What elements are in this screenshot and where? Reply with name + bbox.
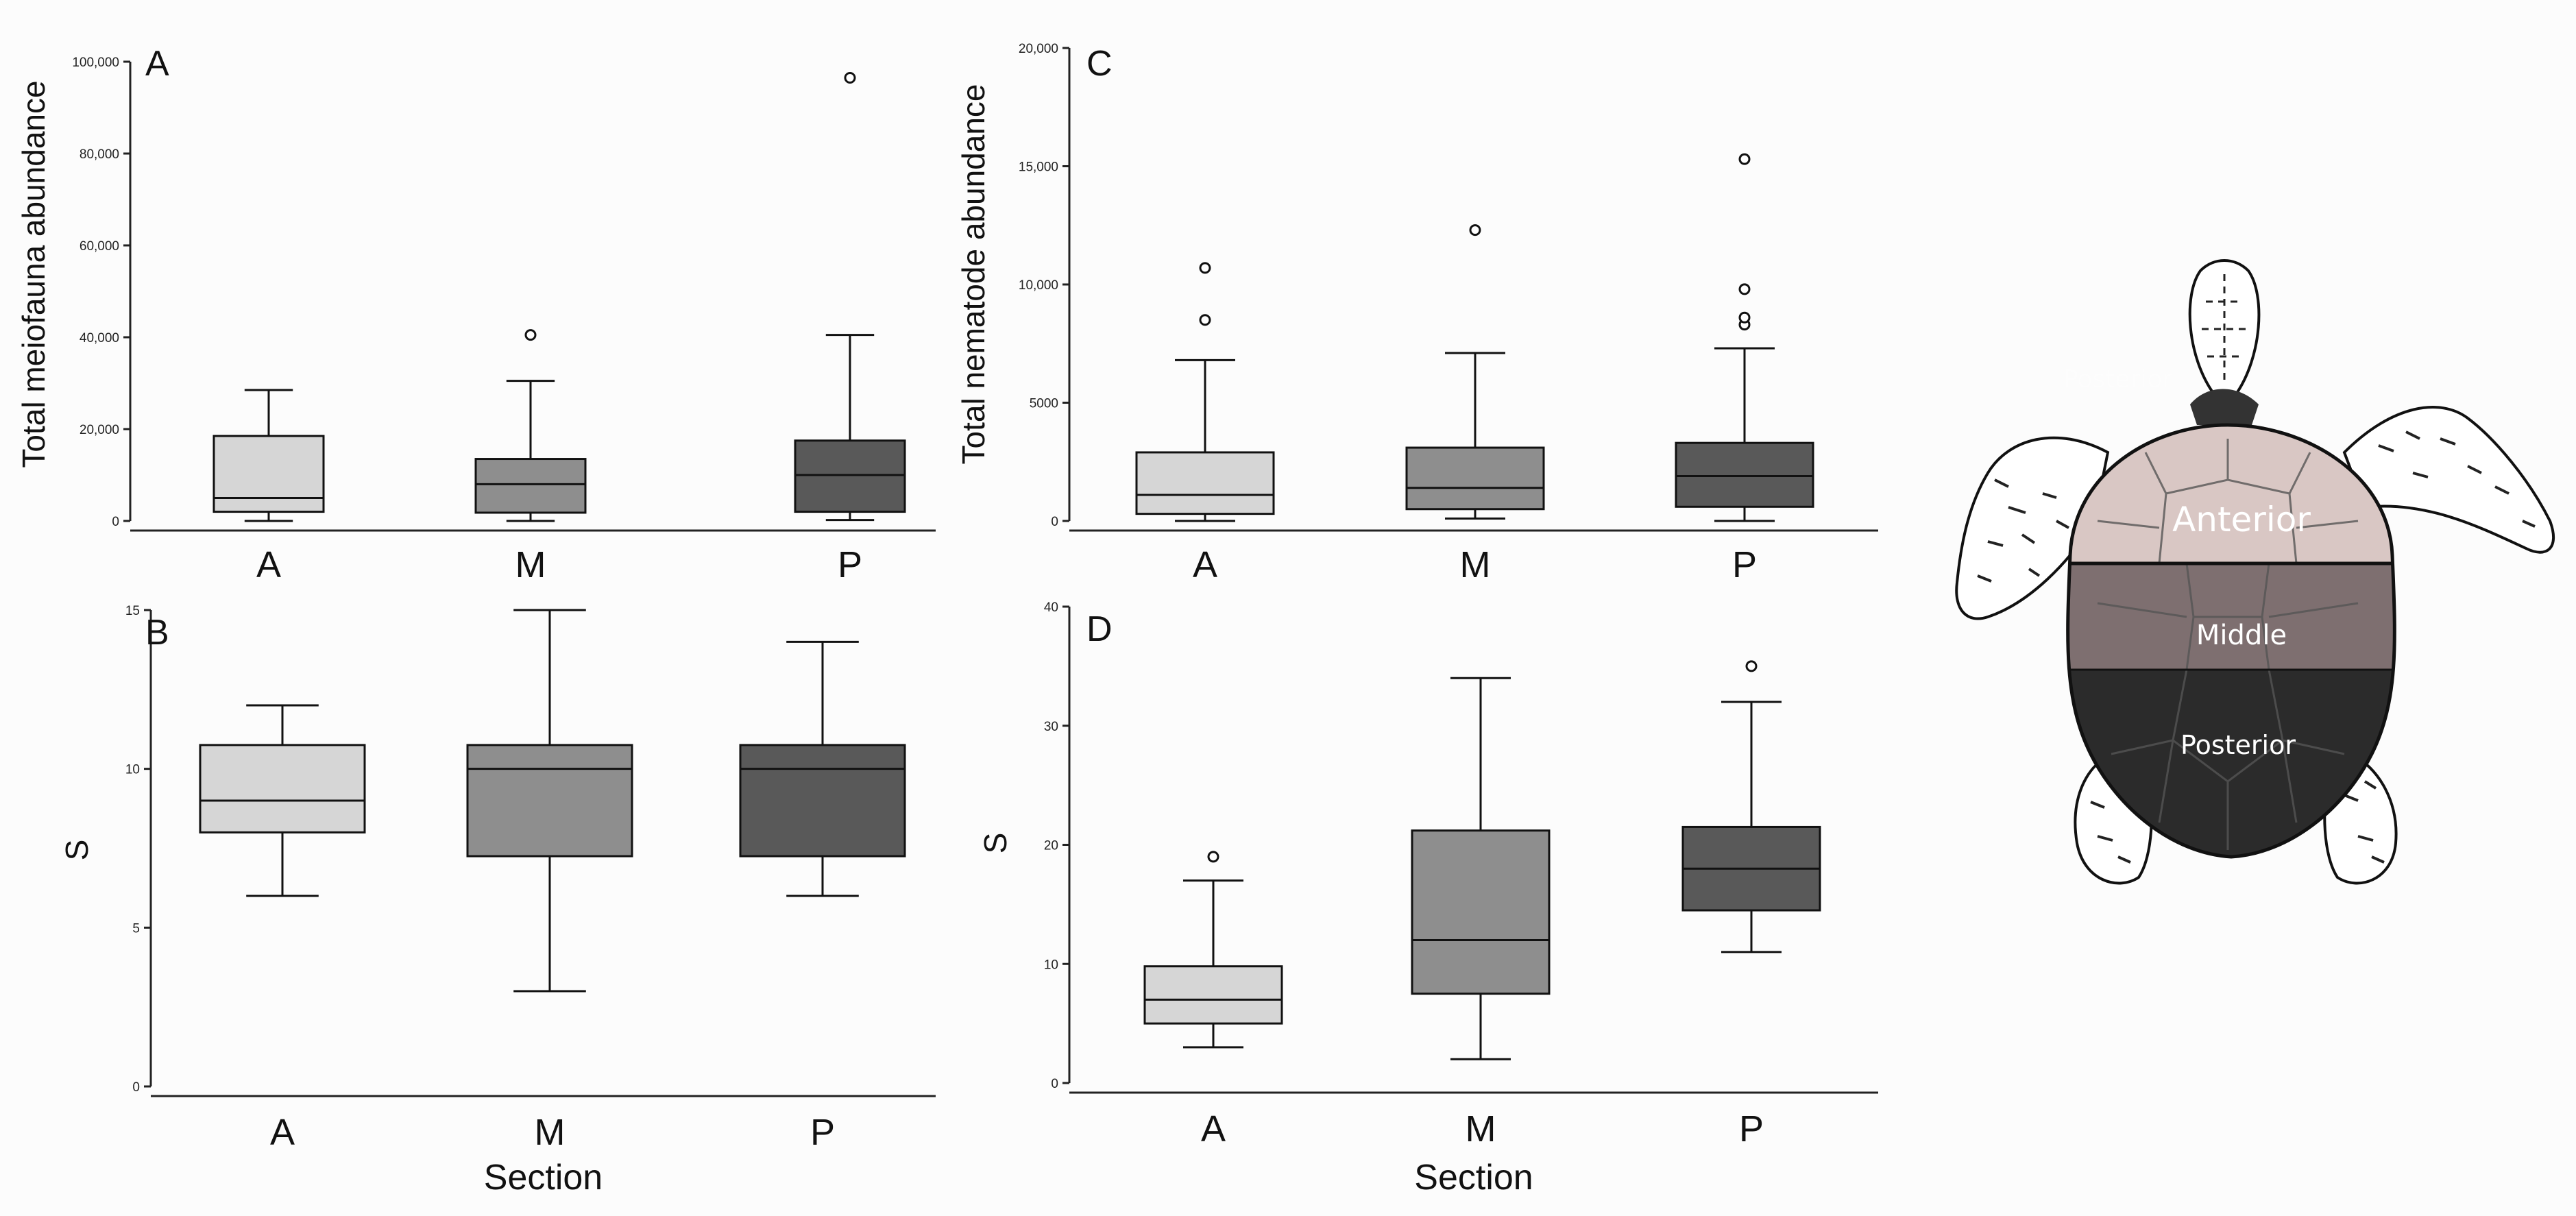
y-tick-label: 0 — [1051, 1077, 1058, 1091]
panel-d: 0 10 20 30 40 D S A M P Section — [977, 600, 1878, 1197]
box-a — [1143, 851, 1283, 1049]
iqr-box — [739, 744, 906, 858]
iqr-box — [199, 744, 366, 834]
y-axis-label: S — [59, 840, 95, 861]
box-m — [1405, 224, 1545, 520]
panel-a: 0 20,000 40,000 60,000 80,000 100,000 A Total m… — [16, 44, 936, 585]
shell-anterior — [2067, 425, 2395, 563]
turtle-right-rear-flipper-marks — [2344, 780, 2385, 864]
y-tick-label: 40 — [1044, 600, 1058, 615]
y-axis-label: Total nematode abundance — [956, 84, 991, 465]
y-tick-label: 0 — [112, 515, 119, 529]
y-tick-label: 20,000 — [80, 423, 119, 437]
y-tick-label: 15 — [125, 604, 140, 618]
y-tick-label: 10 — [125, 763, 140, 777]
outlier-point — [524, 329, 537, 341]
turtle-faint-label: Posterior — [2063, 365, 2172, 393]
iqr-box — [794, 439, 906, 513]
turtle-neck — [2190, 389, 2259, 425]
box-a — [212, 389, 325, 522]
box-p — [1675, 153, 1814, 522]
y-tick-label: 0 — [1051, 515, 1058, 529]
panel-b: 0 5 10 15 B S A M P Section — [59, 604, 936, 1197]
panel-letter: D — [1086, 609, 1113, 649]
shell-scute-lines — [2097, 439, 2359, 850]
outlier-point — [1207, 851, 1219, 863]
turtle-right-front-flipper — [2342, 406, 2555, 554]
panel-letter: B — [145, 613, 169, 653]
category-label: M — [1466, 1108, 1496, 1150]
category-label: A — [1201, 1108, 1226, 1150]
outlier-point — [1199, 314, 1211, 326]
y-axis-label: Total meiofauna abundance — [16, 80, 51, 467]
iqr-box — [1411, 829, 1551, 995]
turtle-right-front-flipper-marks — [2378, 430, 2536, 528]
iqr-box — [474, 458, 587, 514]
box-p — [739, 640, 906, 897]
x-axis-label: Section — [1414, 1158, 1533, 1197]
box-m — [466, 609, 633, 993]
turtle-label-posterior: Posterior — [2180, 730, 2296, 760]
category-label: P — [1739, 1108, 1764, 1150]
y-tick-label: 30 — [1044, 720, 1058, 734]
y-tick-label: 5 — [132, 921, 140, 936]
outlier-point — [1199, 262, 1211, 274]
iqr-box — [1405, 446, 1545, 511]
category-label: M — [535, 1112, 566, 1153]
box-m — [474, 329, 587, 522]
iqr-box — [466, 744, 633, 858]
box-a — [1135, 262, 1275, 522]
panel-letter: C — [1086, 44, 1113, 84]
x-axis-label: Section — [484, 1158, 603, 1197]
turtle-left-front-flipper — [1955, 436, 2110, 620]
y-tick-label: 80,000 — [80, 147, 119, 162]
y-tick-label: 5000 — [1030, 397, 1058, 411]
outlier-point — [1738, 311, 1751, 324]
iqr-box — [1143, 965, 1283, 1025]
box-a — [199, 704, 366, 897]
outlier-point — [1745, 660, 1758, 672]
y-tick-label: 20,000 — [1019, 42, 1058, 56]
turtle-left-front-flipper-marks — [1977, 478, 2069, 583]
turtle-head-scales — [2202, 274, 2247, 384]
iqr-box — [212, 435, 325, 513]
category-label: P — [838, 544, 862, 585]
y-tick-label: 15,000 — [1019, 160, 1058, 175]
outlier-point — [1469, 224, 1481, 236]
turtle-diagram: Posterior Anterior Middle Posterior — [1955, 259, 2555, 885]
category-label: A — [1193, 544, 1217, 585]
y-tick-label: 0 — [132, 1080, 140, 1095]
category-label: A — [256, 544, 281, 585]
turtle-left-rear-flipper-marks — [2090, 780, 2137, 864]
turtle-label-middle: Middle — [2196, 620, 2287, 651]
turtle-label-anterior: Anterior — [2172, 500, 2311, 539]
outlier-point — [1738, 153, 1751, 165]
category-label: M — [1460, 544, 1491, 585]
iqr-box — [1675, 441, 1814, 508]
category-label: P — [810, 1112, 835, 1153]
y-tick-label: 20 — [1044, 839, 1058, 853]
iqr-box — [1135, 451, 1275, 515]
category-label: P — [1732, 544, 1757, 585]
box-p — [1681, 660, 1821, 953]
y-tick-label: 100,000 — [72, 56, 119, 70]
y-tick-label: 60,000 — [80, 239, 119, 254]
box-m — [1411, 677, 1551, 1060]
y-tick-label: 10,000 — [1019, 278, 1058, 293]
y-tick-label: 10 — [1044, 958, 1058, 972]
shell-outline — [2066, 423, 2396, 859]
y-axis-label: S — [977, 833, 1013, 854]
category-label: A — [270, 1112, 295, 1153]
y-tick-label: 40,000 — [80, 331, 119, 345]
panel-c: 0 5000 10,000 15,000 20,000 C Total nematode a… — [956, 42, 1878, 585]
category-label: M — [515, 544, 546, 585]
box-p — [794, 71, 906, 522]
panel-letter: A — [145, 44, 169, 84]
outlier-point — [844, 71, 856, 84]
outlier-point — [1738, 283, 1751, 295]
